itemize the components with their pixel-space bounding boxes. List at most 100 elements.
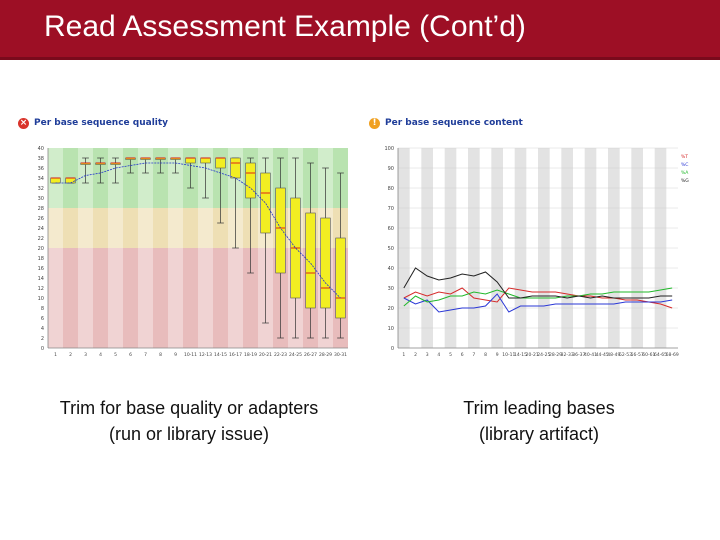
- left-caption-line1: Trim for base quality or adapters: [59, 398, 319, 418]
- quality-panel-header: × Per base sequence quality: [18, 113, 168, 133]
- left-caption: Trim for base quality or adapters (run o…: [14, 395, 364, 447]
- quality-panel: × Per base sequence quality 0 2 4 6 8 10 12 14 1…: [14, 113, 364, 375]
- box-iqr: [230, 157, 241, 179]
- x-tick-label: 40-41: [584, 352, 597, 358]
- x-tick-label: 26-27: [304, 352, 317, 358]
- y-tick-label: 30: [38, 196, 44, 202]
- series-line: [403, 267, 673, 299]
- y-tick-label: 60: [388, 226, 394, 232]
- x-tick-label: 24-25: [537, 352, 550, 358]
- box-iqr: [185, 157, 196, 164]
- x-tick-label: 20-21: [259, 352, 272, 358]
- box-iqr: [245, 162, 256, 199]
- right-caption: Trim leading bases (library artifact): [372, 395, 706, 447]
- x-tick-label: 4: [437, 352, 440, 358]
- series-line: [403, 287, 673, 309]
- column-stripe: [108, 148, 123, 348]
- x-tick-label: 52-53: [619, 352, 632, 358]
- x-tick-label: 20-21: [526, 352, 539, 358]
- y-tick-label: 16: [38, 266, 44, 272]
- x-tick-label: 32-33: [561, 352, 574, 358]
- y-tick-label: 4: [41, 326, 44, 332]
- series-line: [403, 287, 673, 307]
- y-tick-label: 20: [38, 246, 44, 252]
- x-tick-label: 30-31: [334, 352, 347, 358]
- box-iqr: [260, 172, 271, 234]
- x-tick-label: 9: [174, 352, 177, 358]
- mean-line: [55, 162, 341, 299]
- content-line-chart: 0 10 20 30 40 50 60 70 80 90 100 1 2 3 4 5 6 7 8 9 10-1114-1…: [384, 146, 689, 358]
- y-tick-label: 38: [38, 156, 44, 162]
- x-tick-label: 7: [144, 352, 147, 358]
- quality-panel-title: Per base sequence quality: [34, 118, 169, 128]
- x-tick-label: 2: [69, 352, 72, 358]
- x-tick-label: 64-65: [654, 352, 667, 358]
- x-tick-label: 9: [496, 352, 499, 358]
- y-tick-label: 40: [388, 266, 394, 272]
- series-line: [403, 293, 673, 313]
- y-tick-label: 32: [38, 186, 44, 192]
- y-tick-label: 10: [388, 326, 394, 332]
- y-tick-label: 70: [388, 206, 394, 212]
- box-iqr: [200, 157, 211, 164]
- y-tick-label: 50: [388, 246, 394, 252]
- box-iqr: [335, 237, 346, 319]
- y-tick-label: 40: [38, 146, 44, 152]
- legend-entry: %G: [681, 178, 689, 184]
- x-tick-label: 6: [129, 352, 132, 358]
- right-caption-line2: (library artifact): [478, 424, 599, 444]
- x-tick-label: 48-49: [607, 352, 620, 358]
- x-tick-label: 3: [426, 352, 429, 358]
- x-tick-label: 28-29: [549, 352, 562, 358]
- box-iqr: [305, 212, 316, 309]
- content-panel-header: ! Per base sequence content: [369, 113, 523, 133]
- column-stripe: [138, 148, 153, 348]
- y-tick-label: 20: [388, 306, 394, 312]
- box-iqr: [50, 177, 61, 184]
- y-tick-label: 34: [38, 176, 44, 182]
- x-tick-label: 10-11: [502, 352, 515, 358]
- box-iqr: [275, 187, 286, 274]
- legend-entry: %T: [681, 154, 688, 160]
- x-tick-label: 8: [159, 352, 162, 358]
- y-tick-label: 14: [38, 276, 44, 282]
- right-caption-line1: Trim leading bases: [463, 398, 615, 418]
- warning-exclamation-icon: !: [369, 117, 380, 129]
- box-iqr: [320, 217, 331, 309]
- x-tick-label: 44-45: [596, 352, 609, 358]
- y-tick-label: 90: [388, 166, 394, 172]
- y-tick-label: 18: [38, 256, 44, 262]
- x-tick-label: 1: [402, 352, 405, 358]
- y-tick-label: 2: [41, 336, 44, 342]
- y-tick-label: 36: [38, 166, 44, 172]
- y-tick-label: 28: [38, 206, 44, 212]
- x-tick-label: 56-57: [631, 352, 644, 358]
- x-tick-label: 8: [484, 352, 487, 358]
- y-tick-label: 26: [38, 216, 44, 222]
- legend-entry: %A: [681, 170, 689, 176]
- y-tick-label: 10: [38, 296, 44, 302]
- x-tick-label: 5: [449, 352, 452, 358]
- y-tick-label: 100: [384, 146, 394, 152]
- y-tick-label: 0: [391, 346, 394, 352]
- content-panel: ! Per base sequence content 0 10 20 30 40 50 6…: [366, 113, 700, 375]
- x-tick-label: 28-29: [319, 352, 332, 358]
- x-tick-label: 2: [414, 352, 417, 358]
- fail-cross-icon: ×: [18, 117, 29, 129]
- x-tick-label: 36-37: [572, 352, 585, 358]
- x-tick-label: 3: [84, 352, 87, 358]
- y-tick-label: 24: [38, 226, 44, 232]
- y-tick-label: 8: [41, 306, 44, 312]
- x-tick-label: 18-19: [244, 352, 257, 358]
- y-tick-label: 80: [388, 186, 394, 192]
- x-tick-label: 10-11: [184, 352, 197, 358]
- x-tick-label: 60-61: [642, 352, 655, 358]
- slide-title: Read Assessment Example (Cont’d): [44, 10, 526, 43]
- x-tick-label: 7: [472, 352, 475, 358]
- column-stripe: [78, 148, 93, 348]
- y-tick-label: 30: [388, 286, 394, 292]
- y-tick-label: 12: [38, 286, 44, 292]
- x-tick-label: 6: [461, 352, 464, 358]
- x-tick-label: 4: [99, 352, 102, 358]
